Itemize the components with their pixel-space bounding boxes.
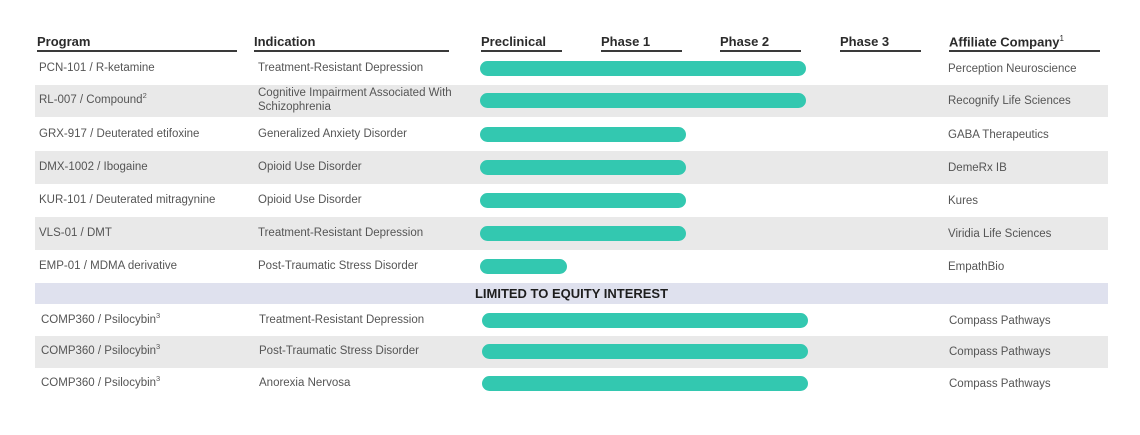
footnote-marker: 3 — [156, 374, 161, 383]
footnote-marker: 2 — [142, 91, 147, 100]
affiliate-header: Affiliate Company1 — [949, 34, 1100, 53]
program-name: EMP-01 / MDMA derivative — [39, 259, 178, 272]
progress-bar — [480, 192, 687, 208]
progress-bar — [482, 376, 808, 391]
program-name: VLS-01 / DMT — [39, 226, 112, 239]
phase1-header: Phase 1 — [601, 34, 682, 52]
progress-bar — [480, 93, 806, 108]
program-name: RL-007 / Compound — [39, 94, 143, 106]
affiliate-cell: Recognify Life Sciences — [948, 95, 1071, 107]
program-name: COMP360 / Psilocybin — [41, 345, 157, 357]
indication-cell: Opioid Use Disorder — [258, 160, 362, 173]
phase2-header: Phase 2 — [720, 34, 801, 52]
indication-cell: Treatment-Resistant Depression — [258, 226, 424, 239]
indication-cell: Cognitive Impairment Associated With Sch… — [258, 87, 452, 113]
preclinical-header: Preclinical — [481, 34, 562, 52]
indication-cell: Post-Traumatic Stress Disorder — [259, 345, 419, 357]
indication-cell: Treatment-Resistant Depression — [259, 313, 425, 326]
affiliate-cell: Perception Neuroscience — [948, 63, 1077, 75]
affiliate-footnote-marker: 1 — [1059, 34, 1064, 43]
progress-bar — [480, 258, 567, 274]
affiliate-cell: Compass Pathways — [949, 346, 1051, 358]
progress-bar — [480, 159, 687, 175]
affiliate-cell: EmpathBio — [948, 260, 1005, 273]
progress-bar — [482, 344, 808, 359]
progress-bar — [480, 126, 687, 142]
indication-cell: Treatment-Resistant Depression — [258, 62, 424, 74]
equity-section-band: LIMITED TO EQUITY INTEREST — [35, 283, 1108, 304]
affiliate-header-label: Affiliate Company — [949, 34, 1060, 50]
progress-bar — [482, 312, 808, 328]
program-cell: RL-007 / Compound2 — [39, 91, 147, 107]
program-cell: VLS-01 / DMT — [39, 226, 112, 240]
indication-cell: Generalized Anxiety Disorder — [258, 127, 407, 140]
program-name: DMX-1002 / Ibogaine — [39, 160, 148, 173]
indication-header: Indication — [254, 34, 449, 52]
program-cell: PCN-101 / R-ketamine — [39, 61, 155, 75]
affiliate-cell: Compass Pathways — [949, 314, 1051, 327]
affiliate-cell: Viridia Life Sciences — [948, 227, 1052, 240]
affiliate-cell: Compass Pathways — [949, 378, 1051, 390]
program-cell: EMP-01 / MDMA derivative — [39, 259, 177, 273]
program-header: Program — [37, 34, 237, 52]
footnote-marker: 3 — [156, 310, 161, 320]
program-name: COMP360 / Psilocybin — [41, 313, 157, 326]
program-cell: DMX-1002 / Ibogaine — [39, 160, 148, 174]
program-cell: GRX-917 / Deuterated etifoxine — [39, 127, 199, 141]
program-name: GRX-917 / Deuterated etifoxine — [39, 127, 200, 140]
program-name: KUR-101 / Deuterated mitragynine — [39, 193, 216, 206]
program-cell: COMP360 / Psilocybin3 — [41, 342, 161, 358]
affiliate-cell: DemeRx IB — [948, 161, 1007, 174]
program-name: COMP360 / Psilocybin — [41, 377, 157, 389]
program-cell: COMP360 / Psilocybin3 — [41, 374, 161, 390]
progress-bar — [480, 61, 806, 76]
indication-cell: Anorexia Nervosa — [259, 377, 351, 389]
affiliate-cell: Kures — [948, 194, 979, 207]
progress-bar — [480, 225, 687, 241]
program-cell: KUR-101 / Deuterated mitragynine — [39, 193, 215, 207]
program-cell: COMP360 / Psilocybin3 — [41, 310, 161, 327]
indication-cell: Opioid Use Disorder — [258, 193, 362, 206]
phase3-header: Phase 3 — [840, 34, 921, 52]
indication-cell: Post-Traumatic Stress Disorder — [258, 259, 418, 272]
affiliate-cell: GABA Therapeutics — [948, 128, 1049, 141]
program-name: PCN-101 / R-ketamine — [39, 62, 155, 74]
footnote-marker: 3 — [156, 342, 161, 351]
